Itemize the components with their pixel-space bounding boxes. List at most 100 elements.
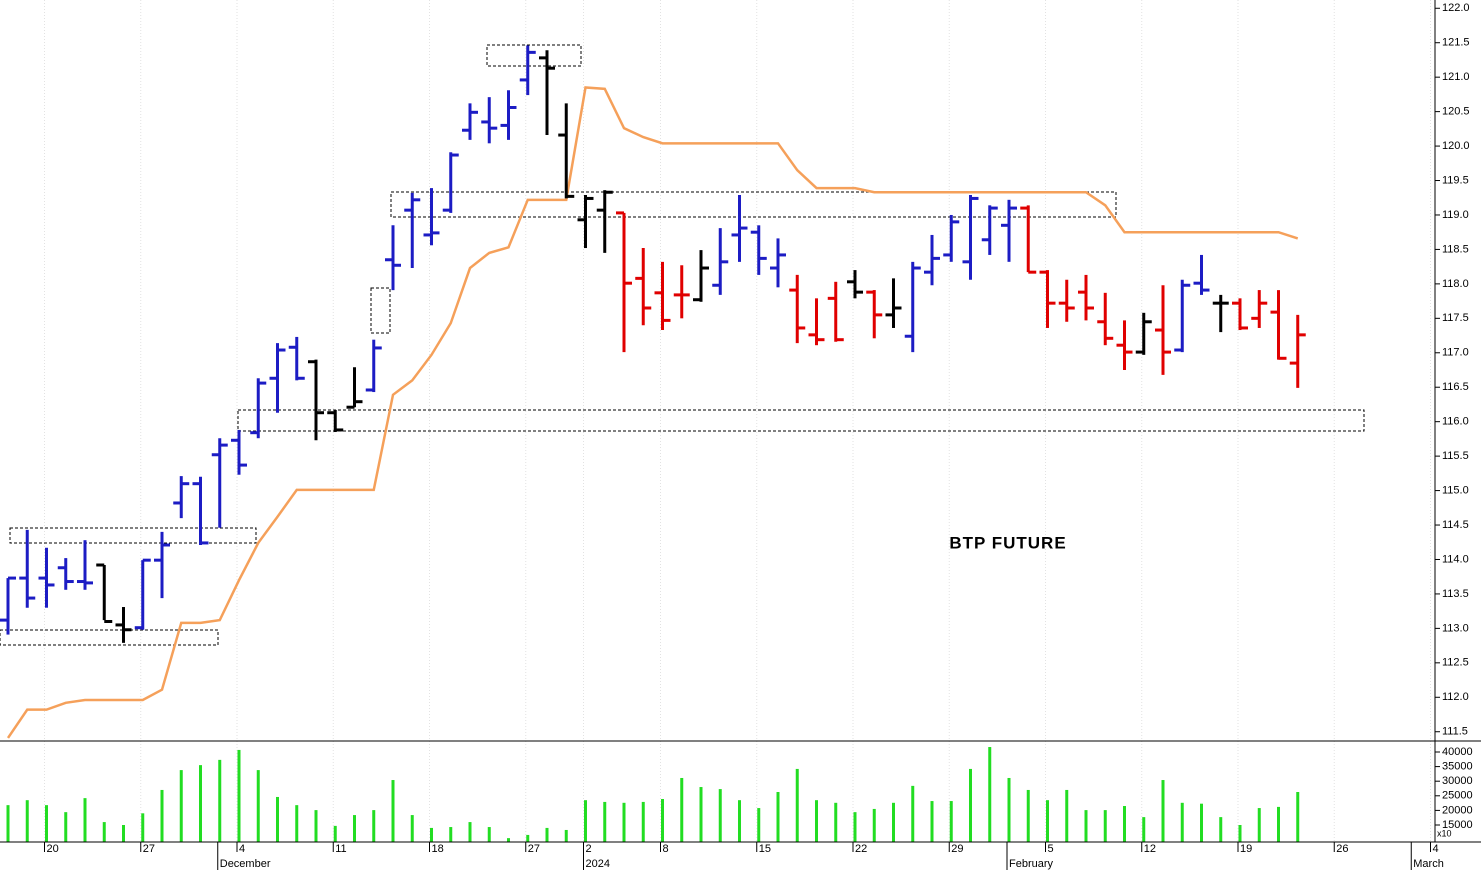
volume-bar xyxy=(218,759,222,842)
y-tick-label: 116.5 xyxy=(1442,381,1469,393)
y-tick-label: 116.0 xyxy=(1442,416,1469,428)
volume-bar xyxy=(1180,802,1184,842)
x-tick-label: 18 xyxy=(432,843,444,855)
volume-bar xyxy=(1007,777,1011,842)
volume-bar xyxy=(295,805,299,842)
zones xyxy=(0,44,1365,646)
y-tick-label: 113.5 xyxy=(1442,588,1469,600)
volume-bar xyxy=(603,801,607,842)
y-tick-label: 120.0 xyxy=(1442,140,1470,152)
volume-tick-label: 30000 xyxy=(1442,775,1473,787)
volume-bar xyxy=(969,768,972,842)
y-tick-label: 113.0 xyxy=(1442,622,1469,634)
volume-bar xyxy=(487,827,491,842)
volume-bar xyxy=(757,808,761,842)
volume-bar xyxy=(1123,806,1126,842)
volume-bar xyxy=(391,780,395,842)
volume-bar xyxy=(1219,817,1223,842)
x-tick-label: 5 xyxy=(1048,843,1054,855)
zone-box xyxy=(237,409,1365,432)
x-tick-label: 19 xyxy=(1240,843,1252,855)
volume-bar xyxy=(179,770,183,842)
volume-bar xyxy=(507,838,510,842)
volume-bar xyxy=(1103,810,1107,842)
volume-bar xyxy=(1296,792,1300,842)
volume-bar xyxy=(237,749,241,842)
line-series xyxy=(6,86,1299,739)
volume-bar xyxy=(911,785,915,842)
volume-bar xyxy=(199,765,202,842)
volume-bar xyxy=(372,810,376,842)
volume-bar xyxy=(949,801,953,842)
volume-tick-label: 40000 xyxy=(1442,746,1473,758)
volume-bar xyxy=(526,834,530,842)
zone-box xyxy=(486,44,582,67)
volume-bar xyxy=(102,822,106,842)
volume-bar xyxy=(988,747,992,842)
volume-bar xyxy=(122,825,125,842)
y-tick-label: 121.5 xyxy=(1442,37,1470,49)
volume-bar xyxy=(872,808,876,842)
volume-bar xyxy=(699,787,703,842)
volume-bar xyxy=(776,792,780,842)
volume-bar xyxy=(815,800,818,842)
x-tick-label: 4 xyxy=(1433,843,1439,855)
volume-bar xyxy=(449,827,453,842)
y-tick-label: 117.5 xyxy=(1442,312,1469,324)
y-tick-label: 121.0 xyxy=(1442,71,1470,83)
volume-bar xyxy=(680,777,684,842)
volume-bar xyxy=(641,801,645,842)
volume-bar xyxy=(141,813,145,842)
volume-bar xyxy=(661,799,664,842)
volume-bar xyxy=(718,789,722,842)
volume-bar xyxy=(853,812,857,842)
zone-box xyxy=(390,191,1117,218)
y-tick-label: 122.0 xyxy=(1442,2,1470,14)
volume-bar xyxy=(276,796,279,842)
x-tick-label: 29 xyxy=(951,843,963,855)
y-tick-label: 115.0 xyxy=(1442,484,1469,496)
annotation: BTP FUTURE xyxy=(949,533,1066,552)
y-tick-label: 120.5 xyxy=(1442,106,1470,118)
month-label: 2024 xyxy=(586,858,610,870)
month-label: February xyxy=(1009,858,1054,870)
volume-bar xyxy=(584,800,587,842)
volume-bar xyxy=(410,815,414,842)
volume-tick-label: 15000 xyxy=(1442,819,1473,831)
y-tick-label: 119.0 xyxy=(1442,209,1469,221)
volume-bar xyxy=(622,802,626,842)
volume-bar xyxy=(795,768,799,842)
volume-bar xyxy=(930,801,934,842)
volume-bar xyxy=(333,825,337,842)
volume-bar xyxy=(1084,810,1088,842)
y-tick-label: 114.0 xyxy=(1442,553,1469,565)
volume-bar xyxy=(1046,800,1049,842)
volume-bar xyxy=(1026,789,1030,842)
volume-bar xyxy=(6,805,10,842)
volume-bar xyxy=(1065,789,1069,842)
y-tick-label: 112.0 xyxy=(1442,691,1469,703)
volume-bar xyxy=(1142,817,1146,842)
x-tick-label: 2 xyxy=(586,843,592,855)
zone-box xyxy=(0,629,219,646)
x-tick-label: 27 xyxy=(528,843,540,855)
volume-bar xyxy=(83,798,87,842)
volume-tick-label: 20000 xyxy=(1442,804,1473,816)
volume-bar xyxy=(892,802,895,842)
volume-bar xyxy=(545,827,549,842)
x-tick-label: 8 xyxy=(663,843,669,855)
zone-box xyxy=(9,527,257,544)
volume-bar xyxy=(430,827,433,842)
y-tick-label: 119.5 xyxy=(1442,174,1469,186)
y-tick-label: 115.5 xyxy=(1442,450,1469,462)
y-tick-label: 117.0 xyxy=(1442,347,1469,359)
grid xyxy=(44,0,1440,870)
y-tick-label: 118.5 xyxy=(1442,243,1469,255)
month-label: March xyxy=(1413,858,1444,870)
volume-bar xyxy=(738,800,741,842)
volume-bar xyxy=(1238,825,1242,842)
volume-bar xyxy=(353,815,356,842)
x-tick-label: 22 xyxy=(855,843,867,855)
volume-bar xyxy=(1257,808,1261,842)
